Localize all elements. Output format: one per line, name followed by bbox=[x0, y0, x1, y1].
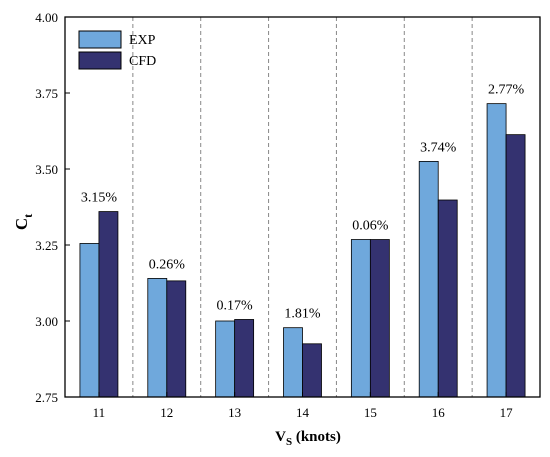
y-axis-ticks: 2.75 3.00 3.25 3.50 3.75 4.00 bbox=[35, 10, 70, 405]
bar-error-label: 3.74% bbox=[420, 140, 457, 155]
y-tick-label: 2.75 bbox=[35, 390, 58, 405]
y-axis-label-sub: t bbox=[21, 214, 35, 218]
y-tick-label: 3.75 bbox=[35, 86, 58, 101]
y-tick-label: 4.00 bbox=[35, 10, 58, 25]
x-tick-label: 12 bbox=[160, 405, 173, 420]
x-axis-label-rest: (knots) bbox=[292, 429, 341, 445]
bar-exp-14 bbox=[283, 327, 303, 398]
bar-error-label: 0.17% bbox=[217, 298, 254, 313]
bar-labels: 3.15% 0.26% 0.17% 1.81% 0.06% 3.74% 2.77% bbox=[81, 83, 525, 322]
x-axis-label-main: V bbox=[275, 429, 286, 445]
x-tick-label: 13 bbox=[228, 405, 241, 420]
legend: EXP CFD bbox=[78, 30, 156, 70]
x-axis-ticks: 11 12 13 14 15 16 17 bbox=[93, 392, 513, 420]
bars bbox=[79, 103, 526, 398]
y-tick-label: 3.00 bbox=[35, 314, 58, 329]
y-axis-label: Ct bbox=[12, 214, 35, 230]
legend-swatch-cfd bbox=[78, 51, 122, 70]
bar-exp-13 bbox=[215, 320, 236, 398]
bar-cfd-15 bbox=[369, 239, 390, 398]
bar-cfd-11 bbox=[98, 211, 119, 398]
bar-error-label: 2.77% bbox=[488, 83, 525, 98]
x-tick-label: 15 bbox=[364, 405, 377, 420]
bar-error-label: 1.81% bbox=[284, 307, 321, 322]
bar-exp-12 bbox=[147, 278, 168, 398]
bar-exp-11 bbox=[79, 243, 100, 398]
y-tick-label: 3.50 bbox=[35, 162, 58, 177]
bar-cfd-17 bbox=[505, 134, 526, 398]
bar-cfd-12 bbox=[166, 280, 187, 398]
bar-cfd-16 bbox=[437, 199, 458, 398]
bar-exp-15 bbox=[350, 239, 371, 398]
y-axis-label-main: C bbox=[12, 218, 31, 230]
x-axis-label-sub: S bbox=[286, 436, 292, 448]
legend-swatch-exp bbox=[78, 30, 122, 49]
legend-label-cfd: CFD bbox=[129, 54, 156, 69]
bar-cfd-13 bbox=[234, 319, 255, 398]
bar-cfd-14 bbox=[302, 343, 322, 398]
bar-exp-17 bbox=[486, 103, 507, 398]
x-axis-label: VS (knots) bbox=[275, 429, 341, 448]
legend-label-exp: EXP bbox=[129, 33, 156, 48]
category-separators bbox=[132, 17, 473, 397]
x-tick-label: 14 bbox=[296, 405, 310, 420]
bar-error-label: 3.15% bbox=[81, 191, 118, 206]
x-tick-label: 17 bbox=[500, 405, 514, 420]
bar-exp-16 bbox=[418, 160, 439, 398]
x-tick-label: 11 bbox=[93, 405, 106, 420]
y-tick-label: 3.25 bbox=[35, 238, 58, 253]
bar-error-label: 0.26% bbox=[149, 257, 186, 272]
x-tick-label: 16 bbox=[432, 405, 446, 420]
bar-error-label: 0.06% bbox=[352, 219, 389, 234]
